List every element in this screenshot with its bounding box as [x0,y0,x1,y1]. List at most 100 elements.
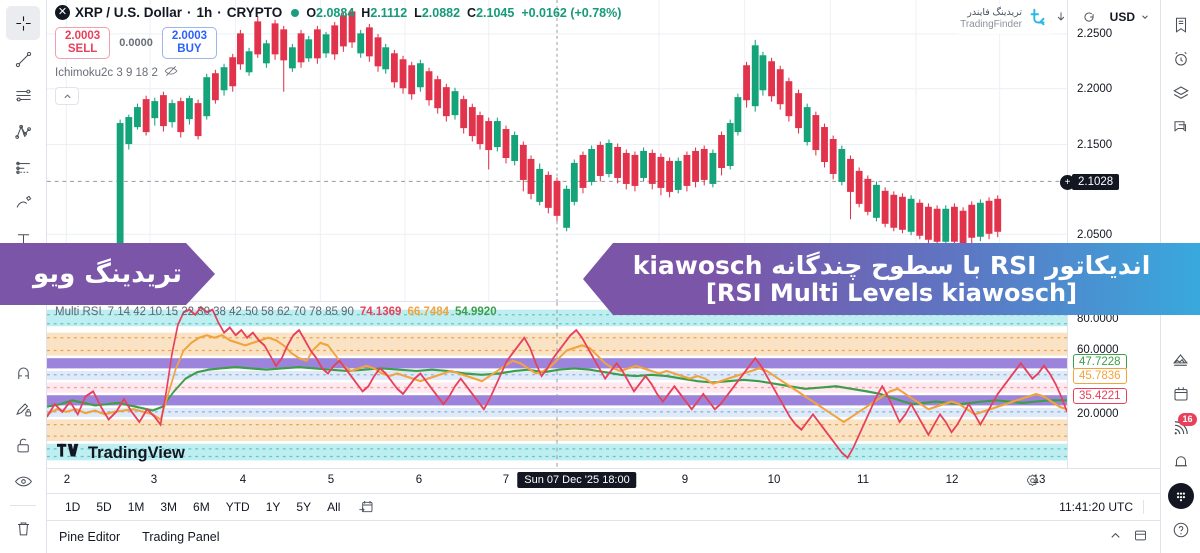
timeframe-1d[interactable]: 1D [65,500,81,514]
timeframe-1y[interactable]: 1Y [265,500,281,514]
rsi-pane[interactable]: 80.0000 60.0000 40.0000 20.0000 47.7228 … [47,302,1160,468]
crosshair-tool-icon[interactable] [6,6,40,40]
timeframe-6m[interactable]: 6M [193,500,210,514]
forecast-tool-icon[interactable] [6,150,40,184]
crosshair-time-label: Sun 07 Dec '25 18:00 [524,474,630,486]
watermark-en-text: TradingFinder [960,18,1022,30]
ohlc-key: O [306,5,317,20]
gear-icon[interactable] [1025,473,1040,491]
pine-editor-tab[interactable]: Pine Editor [59,530,121,544]
price-tick: 2.2000 [1077,83,1113,95]
rsi-tick: 60.0000 [1077,344,1119,356]
time-tick: 11 [857,474,869,486]
rsi-badge-value: 47.7228 [1079,356,1121,368]
banner-right-line2: [RSI Multi Levels kiawosch] [705,278,1078,307]
apps-grid-icon[interactable] [1165,479,1197,513]
price-pane[interactable]: 2.2500 2.2000 2.1500 2.0500 2.1028 + ✕ [47,0,1160,302]
pitchfork-tool-icon[interactable] [6,114,40,148]
rsi-legend[interactable]: Multi RSI 7 14 42 10 15 22 30 38 42 50 5… [55,306,497,318]
trend-line-tool-icon[interactable] [6,42,40,76]
sell-label: SELL [67,43,98,56]
price-scale[interactable]: 2.2500 2.2000 2.1500 2.0500 2.1028 [1067,0,1160,301]
sell-price: 2.0003 [65,30,101,42]
rsi-scale[interactable]: 80.0000 60.0000 40.0000 20.0000 47.7228 … [1067,302,1160,468]
magnet-tool-icon[interactable] [6,356,40,390]
time-tick: 7 [502,474,510,486]
draw-lock-tool-icon[interactable] [6,392,40,426]
time-tick: 2 [63,474,71,486]
download-icon[interactable] [1048,5,1074,29]
buy-price: 2.0003 [171,30,208,42]
time-tick: 12 [945,474,959,486]
price-change: +0.0162 (+0.78%) [521,5,622,20]
price-plot[interactable] [47,0,1067,301]
x-circle-icon: ✕ [55,5,70,20]
alert-clock-icon[interactable] [1165,42,1197,76]
ohlc-values: O2.0884 H2.1112 L2.0882 C2.1045 +0.0162 … [291,6,621,20]
last-price-value: 2.1028 [1078,176,1114,188]
spread-value: 0.0000 [119,37,153,50]
expand-icon[interactable] [1133,528,1148,546]
layers-icon[interactable] [1165,76,1197,110]
chart-top-controls[interactable]: USD [1048,5,1156,29]
chart-legend: ✕ XRP / U.S. Dollar · 1h · CRYPTO O2.088… [55,5,621,106]
timeframe-ytd[interactable]: YTD [225,500,250,514]
banner-right-indicator-title: اندیکاتور RSI با سطوح چندگانه kiawosch [… [583,243,1200,315]
bottom-status-bar[interactable]: Pine Editor Trading Panel [47,520,1160,553]
legend-sep: · [217,5,222,20]
tradingfinder-logo-icon [1027,6,1049,32]
rsi-badge-value: 45.7836 [1079,370,1121,382]
tradingfinder-watermark: تریدینگ فایندر TradingFinder [955,4,1054,34]
indicator-legend-row[interactable]: Ichimoku2c 3 9 18 2 [55,64,621,81]
timeframe-1m[interactable]: 1M [127,500,145,514]
notification-badge: 16 [1178,413,1197,426]
calendar-range-icon[interactable] [358,499,374,515]
price-tick: 2.0500 [1077,229,1113,241]
order-panel[interactable]: 2.0003 SELL 0.0000 2.0003 BUY [55,27,621,60]
timeframe-all[interactable]: All [327,500,341,514]
eye-off-icon[interactable] [164,64,178,81]
ohlc-value: 2.0884 [316,5,355,20]
watchlist-icon[interactable] [1165,8,1197,42]
ohlc-value: 2.0882 [421,5,461,20]
rsi-value-badge-orange[interactable]: 45.7836 [1073,368,1127,384]
time-tick: 3 [150,474,158,486]
horizontal-lines-tool-icon[interactable] [6,78,40,112]
rsi-value-badge-red[interactable]: 35.4221 [1073,388,1127,404]
crosshair-marker-icon[interactable]: + [1060,175,1075,190]
refresh-icon[interactable] [1076,5,1102,29]
rsi-plot[interactable] [47,302,1067,468]
ohlc-value: 2.1045 [476,5,515,20]
brush-tool-icon[interactable] [6,186,40,220]
bell-icon[interactable] [1165,445,1197,479]
collapse-legend-button[interactable] [55,87,79,106]
timeframe-5y[interactable]: 5Y [296,500,312,514]
help-circle-icon[interactable] [1165,513,1197,547]
ideas-icon[interactable] [1165,343,1197,377]
timeframe-3m[interactable]: 3M [160,500,178,514]
rsi-chart [47,302,1067,468]
lock-tool-icon[interactable] [6,428,40,462]
candlestick-chart [47,0,1067,301]
rsi-value-2: 66.7484 [407,306,450,318]
rsi-badge-value: 35.4221 [1079,390,1121,402]
rsi-tick: 20.0000 [1077,408,1119,420]
broadcast-icon[interactable]: 16 [1165,411,1197,445]
time-axis[interactable]: 2 3 4 5 6 7 Sun 07 Dec '25 18:00 9 10 11… [47,468,1160,493]
timeframe-5d[interactable]: 5D [96,500,112,514]
last-price-badge[interactable]: 2.1028 [1072,174,1120,190]
timeframe-bar[interactable]: 1D 5D 1M 3M 6M YTD 1Y 5Y All 11:41:20 UT… [47,493,1160,520]
chat-icon[interactable] [1165,110,1197,144]
sell-button[interactable]: 2.0003 SELL [55,27,111,60]
chevron-up-icon[interactable] [1108,528,1123,546]
buy-button[interactable]: 2.0003 BUY [161,27,218,60]
eye-tool-icon[interactable] [6,464,40,498]
trash-tool-icon[interactable] [6,511,40,545]
time-tick: 5 [327,474,335,486]
currency-selector[interactable]: USD [1104,8,1156,26]
rsi-value-badge-green[interactable]: 47.7228 [1073,354,1127,370]
symbol-legend-row[interactable]: ✕ XRP / U.S. Dollar · 1h · CRYPTO O2.088… [55,5,621,20]
calendar-icon[interactable] [1165,377,1197,411]
status-dot-icon [291,8,300,17]
trading-panel-tab[interactable]: Trading Panel [142,530,220,544]
